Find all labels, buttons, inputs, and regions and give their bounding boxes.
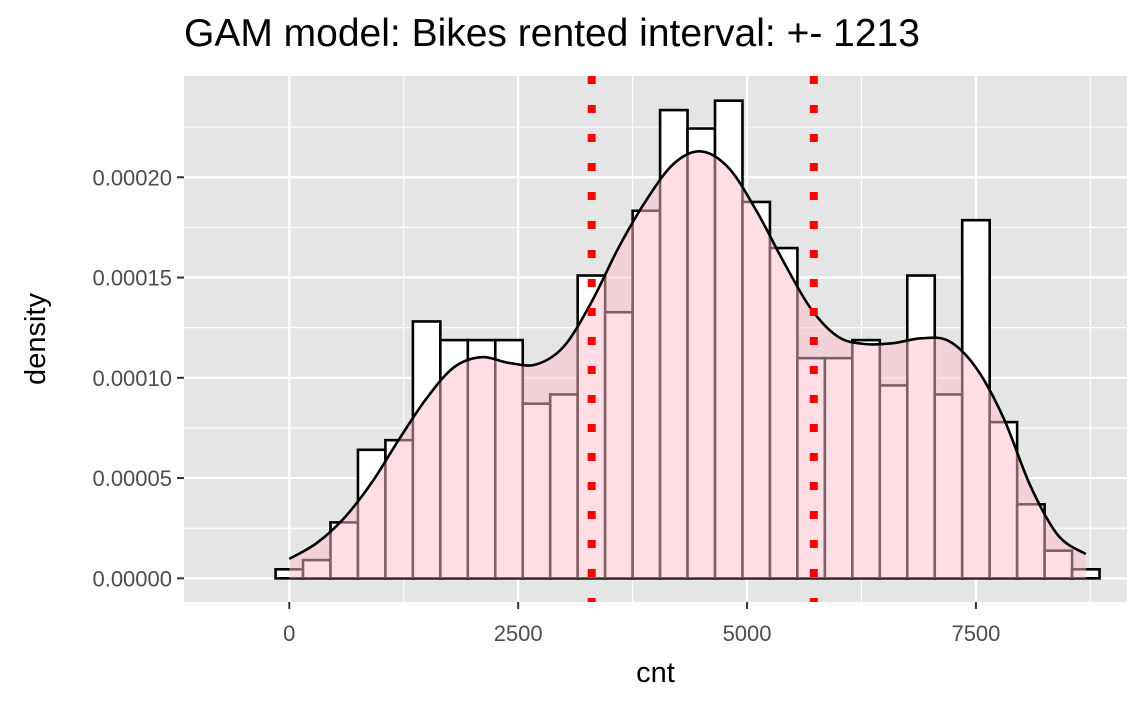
- y-axis-title: density: [20, 293, 52, 385]
- density-curve-layer: [288, 150, 1087, 579]
- y-tick-label: 0.00000: [92, 566, 172, 591]
- x-tick-label: 5000: [723, 621, 772, 646]
- density-area: [289, 151, 1086, 579]
- x-tick-label: 7500: [951, 621, 1000, 646]
- y-tick-label: 0.00010: [92, 366, 172, 391]
- x-tick-label: 2500: [494, 621, 543, 646]
- y-tick-label: 0.00015: [92, 266, 172, 291]
- density-curve: [288, 150, 1087, 561]
- interval-lines: [587, 76, 818, 602]
- chart-title: GAM model: Bikes rented interval: +- 121…: [184, 12, 920, 55]
- x-axis-title: cnt: [636, 657, 675, 689]
- x-axis-ticks: 0 2500 5000 7500: [283, 602, 1000, 646]
- y-tick-label: 0.00005: [92, 466, 172, 491]
- y-tick-label: 0.00020: [92, 165, 172, 190]
- x-tick-label: 0: [283, 621, 295, 646]
- y-axis-ticks: 0.00000 0.00005 0.00010 0.00015 0.00020: [92, 165, 184, 591]
